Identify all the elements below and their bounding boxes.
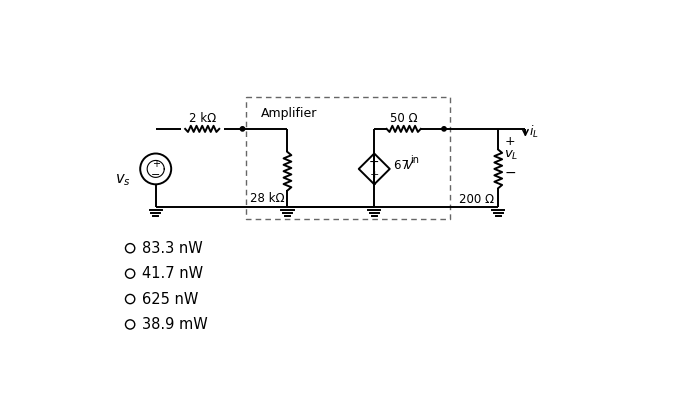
- Text: −: −: [151, 170, 160, 180]
- Text: $v_s$: $v_s$: [115, 173, 131, 188]
- Text: −: −: [505, 166, 516, 180]
- Text: 28 kΩ: 28 kΩ: [251, 192, 285, 205]
- Text: 41.7 nW: 41.7 nW: [141, 266, 203, 281]
- Text: 200 Ω: 200 Ω: [459, 193, 494, 206]
- Text: $V$: $V$: [404, 159, 414, 171]
- Text: 83.3 nW: 83.3 nW: [141, 241, 202, 256]
- Text: $i_L$: $i_L$: [529, 124, 539, 140]
- Text: 67: 67: [393, 159, 412, 171]
- Text: $v_L$: $v_L$: [505, 149, 519, 161]
- Circle shape: [240, 127, 245, 131]
- Text: 2 kΩ: 2 kΩ: [188, 112, 216, 126]
- Text: +: +: [152, 159, 160, 169]
- Text: +: +: [505, 135, 515, 148]
- Text: Amplifier: Amplifier: [261, 107, 317, 119]
- Text: 625 nW: 625 nW: [141, 292, 198, 306]
- Text: 38.9 mW: 38.9 mW: [141, 317, 207, 332]
- Text: −: −: [369, 156, 379, 169]
- Text: in: in: [410, 155, 419, 165]
- Circle shape: [442, 127, 446, 131]
- Text: +: +: [370, 170, 379, 180]
- Text: 50 Ω: 50 Ω: [390, 112, 417, 126]
